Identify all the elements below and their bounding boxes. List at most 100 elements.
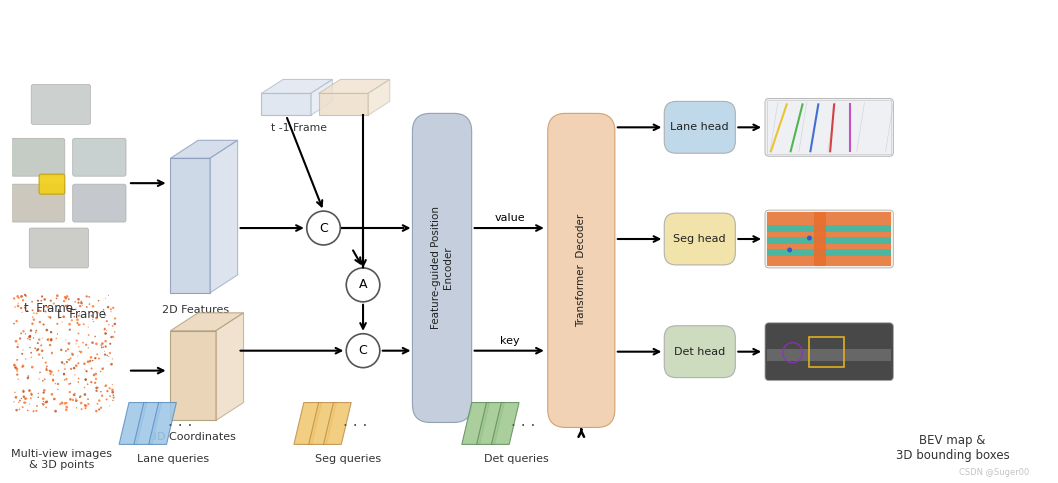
Text: · · ·: · · · [168,419,193,434]
Point [38,366,55,374]
Point [91,355,108,362]
Bar [767,212,892,266]
Point [40,336,57,343]
Point [54,318,71,326]
Text: Det queries: Det queries [484,455,548,464]
Polygon shape [324,402,351,444]
Point [53,346,70,354]
Point [38,326,55,334]
Point [58,304,75,312]
Point [83,354,99,361]
Point [68,404,85,412]
Point [67,371,84,379]
FancyBboxPatch shape [664,213,735,265]
Point [14,350,31,358]
Point [15,297,32,304]
Polygon shape [318,93,368,115]
Point [70,378,87,386]
Point [60,356,77,364]
Point [21,336,38,343]
Point [5,295,22,302]
Point [47,380,63,387]
Point [25,334,42,342]
Point [10,340,26,348]
Point [95,306,112,313]
Point [32,369,49,376]
Point [88,314,105,322]
Point [96,351,113,358]
Point [76,401,93,409]
Point [35,400,52,408]
Point [40,313,57,321]
Polygon shape [294,402,322,444]
Point [34,334,51,342]
Point [29,402,45,410]
Point [21,344,38,352]
Point [31,336,48,343]
Polygon shape [149,402,177,444]
Point [17,291,34,299]
Polygon shape [261,93,311,115]
Point [85,318,102,326]
Text: A: A [359,278,367,291]
Point [58,403,75,411]
Text: Lane head: Lane head [671,122,729,132]
Point [78,293,95,300]
Polygon shape [311,80,332,115]
Point [35,377,52,384]
Text: 2D Features: 2D Features [162,305,229,315]
Bar [815,212,826,266]
Point [70,299,87,307]
Point [36,296,53,303]
Point [91,406,108,413]
Point [44,376,61,384]
Point [14,403,31,411]
Point [13,395,30,402]
Point [10,343,26,351]
Point [19,335,36,342]
Text: Det head: Det head [674,347,726,356]
Point [54,358,71,366]
Text: BEV map &
3D bounding boxes: BEV map & 3D bounding boxes [896,434,1009,462]
Point [57,295,74,302]
Point [58,399,75,407]
Point [11,398,28,406]
Point [93,392,110,399]
Point [19,307,36,314]
Point [67,298,84,306]
Point [90,384,107,392]
Point [102,384,118,392]
Point [43,349,60,357]
Text: Seg queries: Seg queries [315,455,381,464]
Point [84,339,101,346]
Point [19,374,36,382]
Point [49,320,66,328]
Point [48,335,65,342]
Point [17,330,34,338]
Point [76,391,93,398]
Point [68,337,85,344]
Point [41,341,58,349]
Point [21,387,38,395]
Point [71,321,88,328]
Text: t  Frame: t Frame [57,308,106,321]
Point [31,351,48,358]
Point [87,354,104,362]
Point [45,299,62,307]
Point [84,365,101,372]
Point [23,391,40,398]
Text: t -1 Frame: t -1 Frame [271,123,327,133]
Point [56,293,73,301]
Point [6,388,23,396]
Point [80,400,97,408]
Point [73,298,90,305]
Point [85,315,102,323]
Point [21,332,38,340]
Point [77,376,94,384]
Point [77,404,94,412]
Point [99,387,116,395]
Point [76,366,93,373]
FancyBboxPatch shape [31,85,91,124]
Text: CSDN @Suger00: CSDN @Suger00 [960,469,1029,477]
Point [79,381,96,388]
